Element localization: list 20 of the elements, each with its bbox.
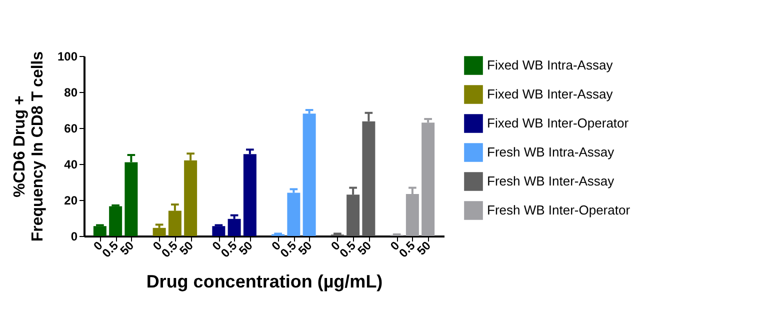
y-axis-title: %CD6 Drug + Frequency In CD8 T cells	[11, 51, 46, 242]
legend-label: Fresh WB Inter-Operator	[487, 202, 631, 218]
y-tick-label: 80	[64, 86, 78, 100]
x-tick-label: 50	[236, 238, 256, 258]
x-axis-title: Drug concentration (µg/mL)	[146, 272, 383, 292]
y-tick-label: 0	[70, 230, 78, 244]
x-tick-label: 50	[354, 238, 374, 258]
legend-label: Fixed WB Intra-Assay	[487, 58, 614, 72]
legend-label: Fixed WB Inter-Assay	[487, 86, 614, 102]
y-tick-label: 40	[64, 158, 78, 172]
y-tick-label: 60	[64, 122, 78, 136]
legend-label: Fresh WB Intra-Assay	[487, 144, 615, 160]
x-tick-label: 50	[176, 238, 196, 258]
x-tick-label: 50	[117, 238, 137, 258]
x-tick-label: 50	[295, 238, 315, 258]
y-tick-label: 20	[64, 194, 78, 208]
legend-label: Fixed WB Inter-Operator	[487, 116, 630, 130]
y-tick-label: 100	[57, 50, 78, 64]
x-tick-label: 50	[414, 238, 434, 258]
legend-label: Fresh WB Inter-Assay	[487, 174, 615, 188]
